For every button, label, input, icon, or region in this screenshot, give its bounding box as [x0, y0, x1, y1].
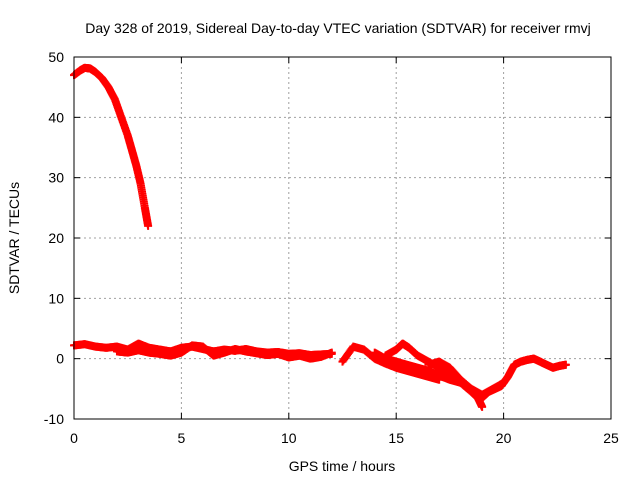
x-tick-label: 20 — [496, 430, 512, 446]
x-tick-label: 5 — [178, 430, 186, 446]
tick-labels: 0 5 10 15 20 25 -10 0 10 20 30 40 50 — [44, 49, 619, 446]
x-axis-title: GPS time / hours — [289, 458, 396, 474]
x-tick-label: 15 — [388, 430, 404, 446]
x-tick-label: 25 — [603, 430, 619, 446]
y-tick-label: 20 — [48, 230, 64, 246]
series-satellite-track-high — [70, 63, 153, 230]
y-tick-label: 40 — [48, 109, 64, 125]
data-point — [499, 378, 508, 387]
data-point — [327, 348, 336, 357]
data-point — [144, 221, 153, 230]
data-marks — [70, 63, 570, 411]
y-tick-label: 0 — [56, 351, 64, 367]
series-satellite-track-low-b — [112, 341, 336, 363]
y-tick-label: 50 — [48, 49, 64, 65]
y-tick-label: 10 — [48, 290, 64, 306]
y-tick-label: 30 — [48, 170, 64, 186]
x-tick-label: 0 — [70, 430, 78, 446]
x-tick-label: 10 — [281, 430, 297, 446]
y-axis-title: SDTVAR / TECUs — [6, 182, 22, 294]
series-satellite-track-dip-b — [370, 348, 465, 387]
data-point — [478, 402, 487, 411]
y-tick-label: -10 — [44, 411, 64, 427]
data-point — [561, 360, 570, 369]
series-satellite-track-recovery — [478, 354, 570, 402]
series-satellite-track-late — [424, 357, 508, 399]
chart-title: Day 328 of 2019, Sidereal Day-to-day VTE… — [85, 20, 590, 36]
axis-ticks — [73, 56, 612, 420]
